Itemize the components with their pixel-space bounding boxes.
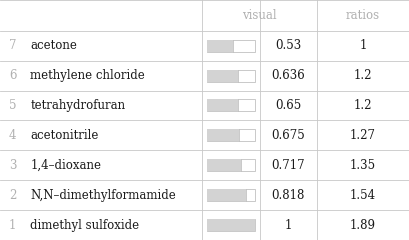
Bar	[207, 100, 255, 111]
Text: 1: 1	[359, 39, 367, 52]
Text: 6: 6	[9, 69, 16, 82]
Text: 1.89: 1.89	[350, 219, 376, 232]
Bar	[207, 129, 239, 141]
Text: 0.53: 0.53	[275, 39, 301, 52]
Bar	[207, 40, 232, 52]
Text: acetone: acetone	[30, 39, 77, 52]
Text: 1.2: 1.2	[354, 69, 372, 82]
Bar	[207, 189, 246, 201]
Text: tetrahydrofuran: tetrahydrofuran	[30, 99, 126, 112]
Bar	[207, 219, 255, 231]
Text: 1: 1	[9, 219, 16, 232]
Bar	[207, 129, 255, 141]
Text: 5: 5	[9, 99, 16, 112]
Text: 1.27: 1.27	[350, 129, 376, 142]
Text: 0.818: 0.818	[272, 189, 305, 202]
Text: N,N–dimethylformamide: N,N–dimethylformamide	[30, 189, 176, 202]
Text: 0.636: 0.636	[272, 69, 305, 82]
Text: acetonitrile: acetonitrile	[30, 129, 99, 142]
Bar	[207, 159, 255, 171]
Text: 7: 7	[9, 39, 16, 52]
Text: 1.35: 1.35	[350, 159, 376, 172]
Bar	[207, 70, 238, 82]
Text: 1,4–dioxane: 1,4–dioxane	[30, 159, 101, 172]
Text: 1: 1	[285, 219, 292, 232]
Text: 4: 4	[9, 129, 16, 142]
Text: methylene chloride: methylene chloride	[30, 69, 145, 82]
Text: 0.65: 0.65	[275, 99, 301, 112]
Bar	[207, 40, 255, 52]
Text: ratios: ratios	[346, 9, 380, 22]
Text: 3: 3	[9, 159, 16, 172]
Text: 2: 2	[9, 189, 16, 202]
Text: 0.717: 0.717	[272, 159, 305, 172]
Text: 1.2: 1.2	[354, 99, 372, 112]
Bar	[207, 70, 255, 82]
Bar	[207, 189, 255, 201]
Text: dimethyl sulfoxide: dimethyl sulfoxide	[30, 219, 139, 232]
Bar	[207, 159, 241, 171]
Bar	[207, 219, 255, 231]
Text: 1.54: 1.54	[350, 189, 376, 202]
Bar	[207, 100, 238, 111]
Text: visual: visual	[243, 9, 277, 22]
Text: 0.675: 0.675	[272, 129, 305, 142]
